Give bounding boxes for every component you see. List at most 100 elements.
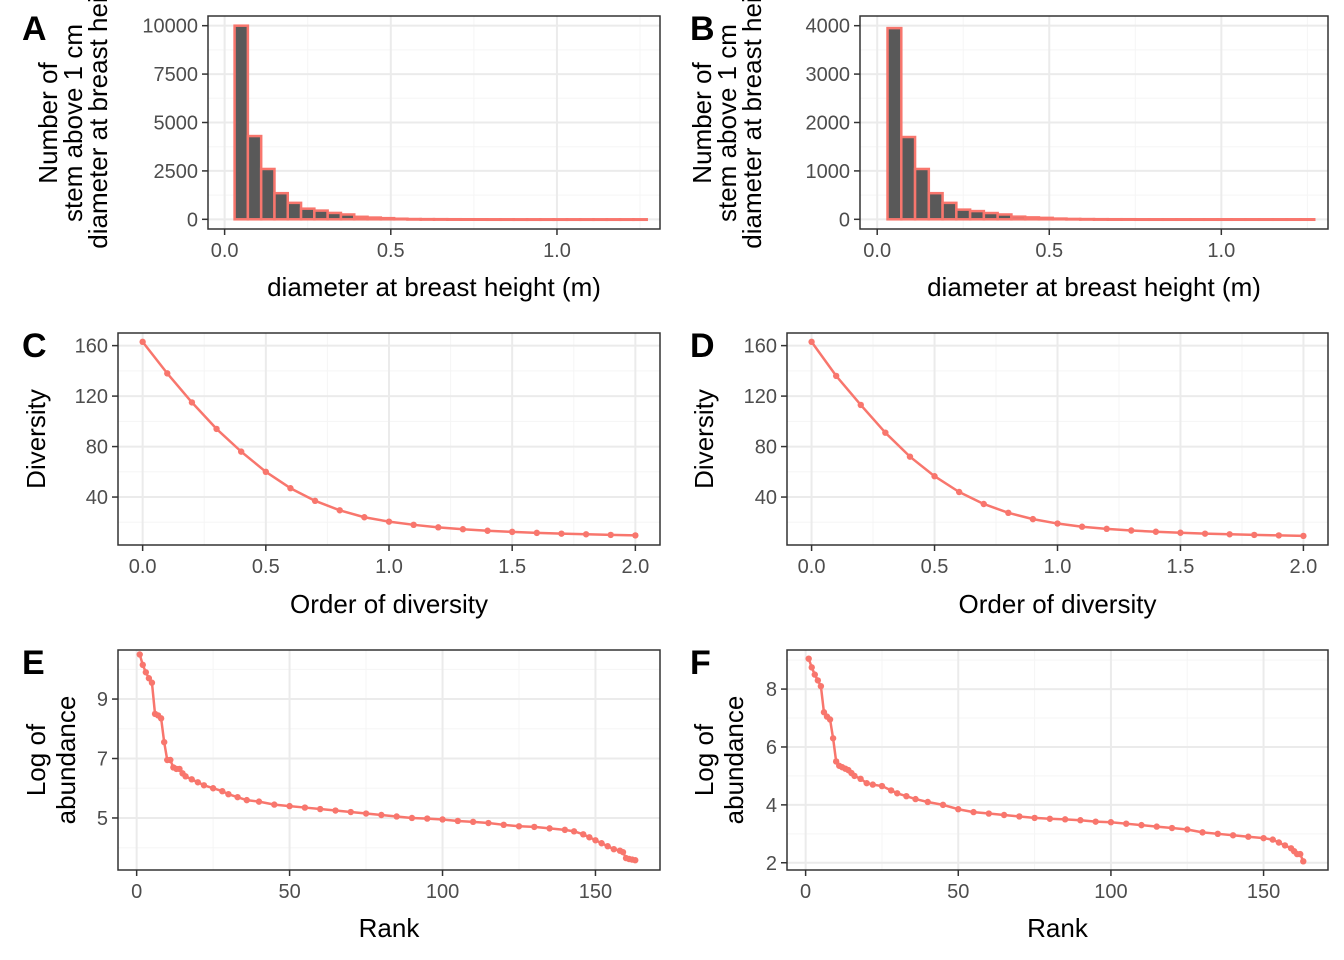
data-point-37	[1122, 820, 1130, 827]
data-point-20	[1300, 532, 1307, 540]
data-point-8	[336, 507, 343, 514]
data-point-23	[243, 796, 250, 804]
data-point-22	[903, 792, 910, 800]
data-point-40	[500, 821, 507, 829]
data-point-2	[188, 399, 196, 406]
bar-3	[927, 191, 944, 221]
y-tick-label: 5000	[154, 113, 199, 135]
panel-b: 0.0 0.5 1.0 0 1000 2000 3000 4000 diameter at br…	[687, 0, 1329, 302]
x-axis: 0.0 0.5 1.0 1.5 2.0	[129, 545, 649, 578]
data-point-44	[561, 826, 569, 834]
data-point-10	[1054, 520, 1061, 527]
data-point-1	[832, 372, 840, 380]
x-tick-label: 0	[131, 881, 142, 903]
data-point-17	[863, 779, 870, 787]
x-tick-label: 0.0	[798, 556, 826, 578]
x-tick-label: 100	[426, 881, 459, 903]
y-tick-label: 4	[766, 795, 777, 817]
data-point-10	[167, 756, 174, 764]
bar-27	[1257, 218, 1275, 222]
panel-border	[786, 649, 1329, 871]
bar-10	[366, 216, 383, 221]
y-tick-label: 2	[766, 853, 777, 875]
data-point-30	[347, 808, 354, 816]
data-point-28	[985, 810, 993, 817]
bar-16	[446, 217, 462, 221]
data-point-27	[301, 804, 309, 811]
bar-17	[1120, 217, 1137, 221]
data-point-5	[931, 473, 938, 480]
bar-18	[472, 218, 489, 222]
x-axis-title: Rank	[359, 913, 421, 943]
data-point-47	[586, 834, 593, 841]
y-axis-title-line: diameter at breast hei	[83, 0, 113, 249]
y-axis-title-line: Log of	[689, 723, 719, 796]
y-axis-title-line: Number of	[33, 62, 63, 184]
bar-5	[299, 207, 316, 221]
data-point-35	[424, 815, 431, 822]
gridlines	[860, 16, 1328, 229]
data-point-1	[164, 370, 171, 377]
bar-0	[233, 24, 250, 221]
data-point-2	[142, 669, 150, 676]
y-axis-title-line: Log of	[21, 723, 51, 796]
bar-5	[955, 208, 972, 221]
data-point-19	[878, 782, 886, 790]
y-axis-title-line: stem above 1 cm	[712, 24, 742, 222]
y-tick-label: 6	[766, 737, 777, 759]
bar-29	[1285, 218, 1302, 222]
bar-4	[941, 201, 958, 221]
y-axis: 40 80 120 160	[744, 336, 787, 509]
x-tick-label: 0.0	[863, 240, 891, 262]
bar-6	[313, 209, 329, 221]
bar-21	[1175, 218, 1192, 222]
x-tick-label: 150	[1247, 881, 1280, 903]
data-point-53	[1297, 850, 1304, 858]
y-axis-title-line: Diversity	[21, 389, 51, 489]
x-tick-label: 50	[278, 881, 300, 903]
x-tick-label: 0.5	[377, 240, 405, 262]
y-tick-label: 3000	[806, 64, 851, 86]
data-point-27	[970, 808, 977, 816]
panel-d: 0.0 0.5 1.0 1.5 2.0 40 80 120 160 Order of divers…	[689, 327, 1329, 619]
gridlines	[787, 333, 1328, 545]
bar-29	[618, 218, 635, 222]
data-point-26	[286, 802, 293, 810]
data-point-44	[1229, 832, 1237, 839]
data-point-38	[1138, 821, 1145, 829]
bar-11	[1037, 216, 1054, 221]
data-point-2	[857, 401, 864, 409]
y-axis-title-line: abundance	[719, 696, 749, 825]
bar-8	[339, 213, 356, 221]
bar-28	[1271, 218, 1288, 222]
data-point-36	[439, 816, 446, 823]
points	[805, 655, 1307, 865]
data-point-0	[808, 338, 815, 346]
data-point-18	[200, 782, 208, 789]
data-point-45	[570, 828, 578, 835]
y-tick-label: 0	[187, 209, 198, 231]
y-axis-title-line: Diversity	[689, 389, 719, 489]
data-point-11	[1078, 523, 1086, 530]
points	[139, 338, 639, 539]
x-tick-label: 1.5	[498, 556, 526, 578]
data-point-31	[1031, 814, 1038, 822]
panel-label: B	[690, 10, 715, 48]
data-point-12	[435, 524, 442, 531]
data-point-3	[213, 425, 220, 433]
bar-4	[286, 201, 303, 221]
data-point-39	[1153, 823, 1160, 830]
data-point-15	[182, 773, 189, 780]
data-point-3	[882, 429, 889, 436]
data-point-41	[1184, 826, 1191, 833]
data-point-5	[262, 468, 270, 476]
data-point-21	[894, 790, 901, 797]
data-point-42	[531, 823, 538, 831]
data-point-8	[160, 738, 168, 746]
panel-label: D	[690, 327, 715, 365]
data-point-13	[176, 765, 183, 773]
bar-20	[1161, 218, 1178, 222]
x-axis: 0 50 100 150	[800, 870, 1280, 903]
